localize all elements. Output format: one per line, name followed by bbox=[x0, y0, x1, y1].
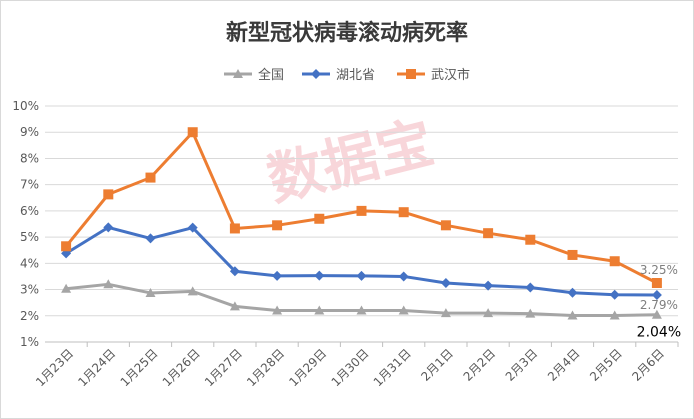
data-point-diamond bbox=[609, 289, 620, 300]
x-tick-label: 1月24日 bbox=[75, 346, 118, 389]
watermark-text: 数据宝 bbox=[261, 110, 440, 214]
data-point-diamond bbox=[651, 290, 662, 301]
x-tick-label: 1月28日 bbox=[244, 346, 287, 389]
data-point-square bbox=[398, 207, 409, 218]
data-label: 2.04% bbox=[637, 325, 681, 341]
data-point-diamond bbox=[356, 270, 367, 281]
data-point-square bbox=[272, 220, 283, 231]
x-tick-label: 2月2日 bbox=[461, 346, 499, 384]
y-tick-label: 2% bbox=[20, 309, 39, 323]
data-point-square bbox=[609, 256, 620, 267]
data-point-diamond bbox=[229, 266, 240, 277]
data-point-diamond bbox=[483, 280, 494, 291]
x-tick-label: 1月23日 bbox=[33, 346, 76, 389]
data-point-diamond bbox=[398, 271, 409, 282]
data-label: 2.79% bbox=[640, 298, 678, 312]
series-1 bbox=[61, 279, 662, 320]
y-tick-label: 5% bbox=[20, 230, 39, 244]
data-point-diamond bbox=[145, 233, 156, 244]
legend: 全国 湖北省 武汉市 bbox=[224, 67, 470, 83]
x-tick-label: 1月27日 bbox=[202, 346, 245, 389]
data-point-triangle bbox=[229, 301, 240, 311]
data-point-diamond bbox=[187, 222, 198, 233]
y-tick-label: 1% bbox=[20, 335, 39, 349]
x-tick-label: 1月30日 bbox=[329, 346, 372, 389]
x-tick-label: 2月5日 bbox=[587, 346, 625, 384]
legend-item: 全国 bbox=[224, 67, 284, 83]
data-point-square bbox=[356, 205, 367, 216]
x-tick-label: 2月3日 bbox=[503, 346, 541, 384]
y-axis: 1% 2% 3% 4% 5% 6% 7% 8% 9% 10% bbox=[12, 99, 39, 349]
data-point-square bbox=[314, 213, 325, 224]
data-point-triangle bbox=[187, 286, 198, 296]
x-tick-label: 1月25日 bbox=[118, 346, 161, 389]
x-tick-label: 2月4日 bbox=[545, 346, 583, 384]
data-point-square bbox=[145, 172, 156, 183]
y-tick-label: 8% bbox=[20, 151, 39, 165]
data-point-diamond bbox=[525, 282, 536, 293]
data-point-diamond bbox=[567, 287, 578, 298]
data-point-triangle bbox=[440, 308, 451, 318]
x-tick-label: 1月26日 bbox=[160, 346, 203, 389]
series-2 bbox=[61, 222, 662, 301]
data-point-square bbox=[103, 189, 114, 200]
x-tick-label: 1月31日 bbox=[371, 346, 414, 389]
data-point-square bbox=[229, 223, 240, 234]
data-point-diamond bbox=[440, 278, 451, 288]
data-point-square bbox=[651, 278, 662, 288]
x-axis: 1月23日 1月24日 1月25日 1月26日 1月27日 1月28日 1月29日 1月30日… bbox=[33, 342, 679, 389]
legend-item: 湖北省 bbox=[302, 68, 375, 83]
y-tick-label: 9% bbox=[20, 125, 39, 139]
data-point-triangle bbox=[483, 308, 494, 318]
plot-area bbox=[61, 127, 662, 320]
data-point-triangle bbox=[103, 279, 114, 289]
y-tick-label: 3% bbox=[20, 283, 39, 297]
x-tick-label: 2月6日 bbox=[629, 346, 667, 384]
data-point-square bbox=[567, 249, 578, 260]
data-point-diamond bbox=[103, 222, 114, 233]
data-label: 3.25% bbox=[640, 263, 678, 277]
data-labels: 3.25% 2.79% 2.04% bbox=[637, 263, 681, 341]
x-tick-label: 2月1日 bbox=[418, 346, 456, 384]
data-point-triangle bbox=[651, 309, 662, 319]
data-point-triangle bbox=[314, 305, 325, 315]
data-point-triangle bbox=[609, 310, 620, 320]
data-point-square bbox=[187, 127, 198, 138]
data-point-triangle bbox=[145, 287, 156, 297]
legend-item: 武汉市 bbox=[397, 67, 470, 83]
legend-label: 全国 bbox=[258, 67, 284, 83]
series-3 bbox=[61, 127, 662, 288]
y-tick-label: 6% bbox=[20, 204, 39, 218]
y-tick-label: 10% bbox=[12, 99, 39, 113]
data-point-square bbox=[483, 228, 494, 239]
data-point-square bbox=[440, 220, 451, 231]
legend-label: 武汉市 bbox=[431, 67, 470, 83]
data-point-triangle bbox=[567, 310, 578, 320]
data-point-triangle bbox=[61, 283, 72, 293]
data-point-triangle bbox=[398, 305, 409, 315]
y-tick-label: 4% bbox=[20, 256, 39, 270]
legend-label: 湖北省 bbox=[336, 68, 375, 83]
data-point-square bbox=[406, 69, 416, 79]
data-point-diamond bbox=[311, 69, 321, 79]
data-point-triangle bbox=[233, 69, 243, 78]
chart-title: 新型冠状病毒滚动病死率 bbox=[226, 20, 468, 46]
y-tick-label: 7% bbox=[20, 178, 39, 192]
data-point-square bbox=[525, 234, 536, 245]
data-point-square bbox=[61, 241, 72, 252]
x-tick-label: 1月29日 bbox=[286, 346, 329, 389]
data-point-diamond bbox=[272, 270, 283, 281]
data-point-triangle bbox=[525, 308, 536, 318]
data-point-triangle bbox=[356, 305, 367, 315]
data-point-diamond bbox=[314, 270, 325, 281]
data-point-triangle bbox=[272, 305, 283, 315]
